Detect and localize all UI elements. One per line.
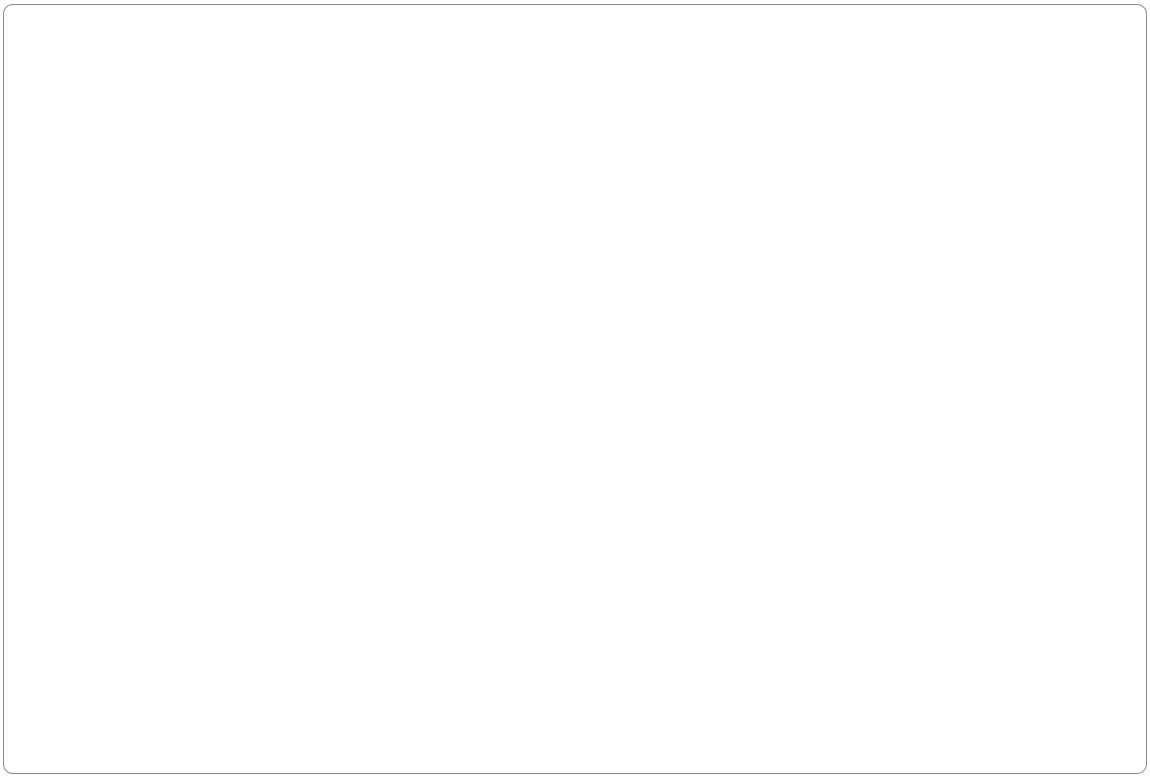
footer-accent-bar <box>0 778 1150 782</box>
page-border <box>3 4 1147 774</box>
